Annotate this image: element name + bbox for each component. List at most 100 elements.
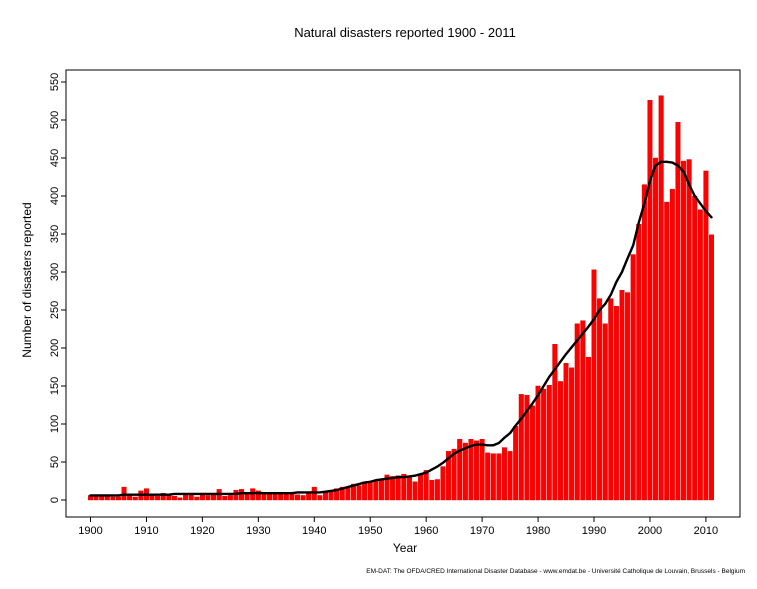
bar-1938 (300, 495, 306, 501)
trend-group (89, 160, 713, 497)
bar-2003 (664, 201, 670, 501)
bar-1950 (367, 481, 373, 501)
x-tick-label-2010: 2010 (694, 525, 718, 537)
bar-1954 (390, 476, 396, 501)
x-tick-label-1930: 1930 (246, 525, 270, 537)
bar-1952 (378, 479, 384, 501)
bar-1988 (580, 320, 586, 501)
bar-1969 (474, 440, 480, 501)
y-tick-label-350: 350 (49, 225, 61, 243)
bar-1998 (636, 223, 642, 501)
bar-1905 (115, 496, 121, 501)
bar-1937 (295, 494, 301, 501)
x-tick-label-1970: 1970 (470, 525, 494, 537)
bar-1927 (239, 489, 245, 501)
bar-1997 (630, 254, 636, 501)
bar-1958 (412, 481, 418, 501)
bar-1956 (401, 473, 407, 501)
chart-title: Natural disasters reported 1900 - 2011 (294, 25, 516, 40)
y-tick-label-150: 150 (49, 377, 61, 395)
bar-1972 (490, 453, 496, 501)
bar-1961 (429, 480, 435, 501)
x-tick-label-2000: 2000 (638, 525, 662, 537)
bar-2011 (709, 234, 715, 501)
bar-1919 (194, 496, 200, 501)
bar-1920 (199, 494, 205, 501)
x-axis-title: Year (393, 541, 417, 555)
bar-1962 (434, 479, 440, 501)
bar-1944 (334, 488, 340, 501)
bar-1999 (641, 184, 647, 501)
bar-1955 (395, 475, 401, 501)
axes-group: 0 50 100 150 200 250 300 350 400 450 500 550 1900 191… (49, 69, 741, 537)
y-tick-label-50: 50 (49, 456, 61, 468)
bar-1985 (563, 363, 569, 501)
y-axis-title: Number of disasters reported (20, 202, 34, 357)
bar-1960 (423, 470, 429, 501)
bar-1974 (502, 447, 508, 501)
bar-1953 (384, 474, 390, 501)
bar-2005 (675, 122, 681, 501)
bar-1957 (406, 476, 412, 501)
y-tick-label-450: 450 (49, 149, 61, 167)
bar-1904 (110, 496, 116, 501)
bar-1984 (557, 381, 563, 501)
x-tick-label-1990: 1990 (582, 525, 606, 537)
bar-1908 (132, 496, 138, 501)
bar-1993 (608, 298, 614, 501)
bar-1928 (244, 493, 250, 501)
bar-1941 (317, 495, 323, 501)
bar-1979 (529, 405, 535, 501)
bar-1970 (479, 439, 485, 501)
bar-1915 (171, 496, 177, 501)
y-tick-label-250: 250 (49, 301, 61, 319)
x-tick-label-1910: 1910 (134, 525, 158, 537)
bar-2000 (647, 100, 653, 501)
y-tick-label-550: 550 (49, 73, 61, 91)
bar-1996 (625, 292, 631, 501)
bar-1989 (585, 356, 591, 501)
bar-1982 (546, 385, 552, 501)
bar-2006 (681, 160, 687, 501)
bar-1980 (535, 385, 541, 501)
bar-1924 (222, 496, 228, 501)
bar-1901 (93, 496, 99, 501)
bar-1995 (619, 290, 625, 501)
bar-1975 (507, 451, 513, 501)
x-tick-label-1900: 1900 (78, 525, 102, 537)
bar-1930 (255, 490, 261, 501)
bar-1976 (513, 426, 519, 501)
bar-2001 (653, 157, 659, 501)
bar-1948 (356, 485, 362, 501)
bar-1964 (446, 451, 452, 501)
bar-1966 (457, 439, 463, 501)
bar-1967 (462, 442, 468, 501)
bar-1963 (440, 466, 446, 501)
bar-2002 (658, 95, 664, 501)
bar-1994 (613, 306, 619, 501)
x-tick-label-1960: 1960 (414, 525, 438, 537)
bar-1971 (485, 452, 491, 501)
y-tick-label-0: 0 (49, 497, 61, 503)
x-tick-label-1980: 1980 (526, 525, 550, 537)
bar-2007 (686, 159, 692, 501)
bar-2004 (669, 188, 675, 501)
bar-1987 (574, 323, 580, 501)
bar-1978 (524, 394, 530, 501)
bar-1921 (205, 495, 211, 501)
source-note: EM-DAT: The OFDA/CRED International Disa… (366, 568, 745, 575)
bar-1968 (468, 439, 474, 501)
bar-1949 (362, 481, 368, 501)
bar-1973 (496, 453, 502, 501)
bar-1951 (373, 480, 379, 501)
trend-line (89, 160, 713, 497)
bar-1959 (418, 473, 424, 501)
bar-1992 (602, 323, 608, 501)
y-tick-label-300: 300 (49, 263, 61, 281)
bar-1990 (591, 269, 597, 501)
bars-group (87, 95, 715, 501)
bar-1907 (127, 495, 133, 501)
bar-1947 (350, 483, 356, 501)
bar-2009 (697, 209, 703, 501)
bar-2008 (692, 195, 698, 501)
